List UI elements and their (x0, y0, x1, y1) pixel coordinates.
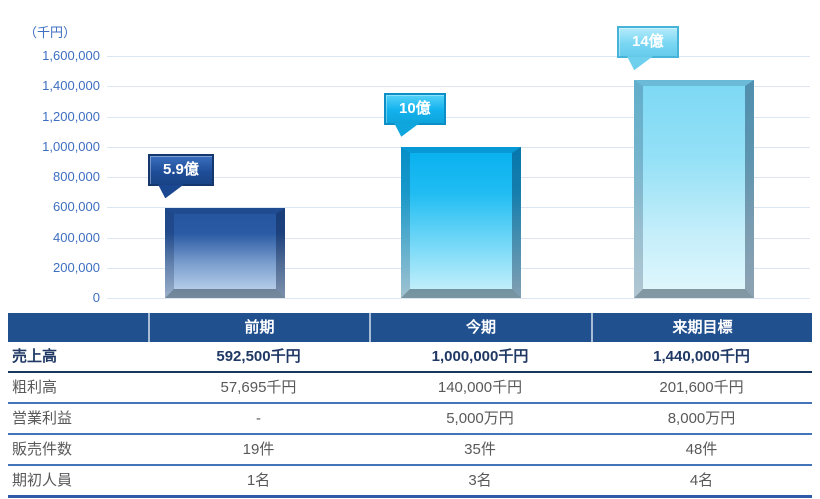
row-value: 4名 (591, 466, 812, 495)
header-cell: 前期 (148, 313, 369, 342)
y-axis-tick-label: 0 (92, 290, 100, 305)
table-header-row: 前期 今期 来期目標 (8, 313, 812, 342)
header-cell-empty (8, 313, 148, 342)
sales-summary-table: 前期 今期 来期目標 売上高 592,500千円 1,000,000千円 1,440,00… (8, 313, 812, 498)
y-axis-tick-label: 600,000 (53, 199, 100, 215)
row-label: 営業利益 (8, 404, 148, 433)
gridline (107, 298, 810, 299)
gridline (107, 116, 810, 118)
row-value: - (148, 404, 369, 433)
callout-bubble: 14億 (617, 26, 679, 71)
row-value: 48件 (591, 435, 812, 464)
row-value: 35件 (369, 435, 591, 464)
header-cell: 今期 (369, 313, 591, 342)
header-cell: 来期目標 (591, 313, 812, 342)
row-value: 5,000万円 (369, 404, 591, 433)
row-value: 8,000万円 (591, 404, 812, 433)
y-axis-tick-label: 400,000 (53, 229, 100, 245)
row-value: 3名 (369, 466, 591, 495)
y-axis-tick-label: 800,000 (53, 169, 100, 184)
callout-tail (158, 184, 184, 199)
y-axis-unit-label: （千円） (24, 25, 77, 40)
row-value: 1名 (148, 466, 369, 495)
row-value: 19件 (148, 435, 369, 464)
y-axis-tick-label: 1,200,000 (42, 108, 100, 124)
bar-今期 (401, 146, 521, 299)
table-row: 営業利益 -5,000万円 8,000万円 (8, 404, 812, 435)
callout-tail (627, 56, 653, 71)
row-value: 1,440,000千円 (591, 342, 812, 371)
table-row: 販売件数 19件 35件 48件 (8, 435, 812, 466)
callout-bubble: 10億 (384, 92, 446, 137)
callout-bubble: 5.9億 (148, 154, 214, 199)
callout-tail (394, 122, 420, 137)
bar-前期 (165, 208, 285, 298)
row-label: 期初人員 (8, 466, 148, 495)
row-value: 57,695千円 (148, 373, 369, 402)
table-body: 売上高 592,500千円 1,000,000千円 1,440,000千円 粗利高 57,… (8, 342, 812, 498)
table-row: 粗利高 57,695千円 140,000千円 201,600千円 (8, 373, 812, 404)
row-label: 売上高 (8, 342, 148, 371)
row-value: 592,500千円 (148, 342, 369, 371)
y-axis-tick-label: 1,000,000 (42, 138, 100, 154)
sales-bar-chart: （千円） 1,600,000 1,400,000 1,200,000 1,000,00… (24, 25, 810, 305)
gridline (107, 56, 810, 57)
table-row: 期初人員 1名 3名 4名 (8, 466, 812, 498)
y-axis-tick-label: 1,600,000 (42, 48, 100, 63)
table-row: 売上高 592,500千円 1,000,000千円 1,440,000千円 (8, 342, 812, 373)
y-axis-tick-label: 1,400,000 (42, 78, 100, 94)
row-value: 140,000千円 (369, 373, 591, 402)
y-axis-tick-label: 200,000 (53, 259, 100, 275)
row-label: 粗利高 (8, 373, 148, 402)
row-value: 1,000,000千円 (369, 342, 591, 371)
row-value: 201,600千円 (591, 373, 812, 402)
gridline (107, 86, 810, 88)
row-label: 販売件数 (8, 435, 148, 464)
bar-来期目標 (634, 80, 754, 298)
